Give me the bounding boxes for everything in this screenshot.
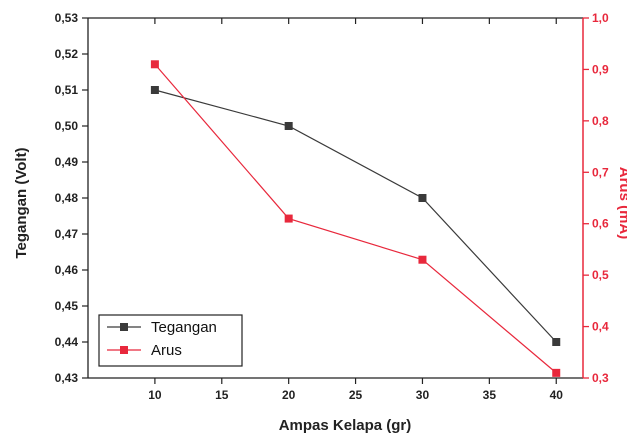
x-tick-label: 35 <box>483 388 497 402</box>
tick-marks <box>82 17 589 384</box>
x-tick-label: 30 <box>416 388 430 402</box>
y-left-tick-label: 0,53 <box>55 11 79 25</box>
legend-label-tegangan: Tegangan <box>151 319 217 336</box>
y-left-tick-label: 0,49 <box>55 155 79 169</box>
x-tick-label: 20 <box>282 388 296 402</box>
y-right-tick-label: 0,4 <box>592 320 609 334</box>
y-left-tick-label: 0,46 <box>55 263 79 277</box>
x-tick-label: 15 <box>215 388 229 402</box>
y-left-tick-label: 0,52 <box>55 47 79 61</box>
y-left-tick-label: 0,45 <box>55 299 79 313</box>
y-right-tick-label: 0,8 <box>592 114 609 128</box>
y-right-tick-label: 0,9 <box>592 62 609 76</box>
legend-marker-tegangan <box>120 323 128 331</box>
y-left-axis-title: Tegangan (Volt) <box>13 147 30 258</box>
data-point-tegangan <box>552 338 561 346</box>
series-layer <box>150 60 561 377</box>
y-right-axis-title: Arus (mA) <box>616 167 627 240</box>
y-left-tick-label: 0,48 <box>55 191 79 205</box>
y-left-tick-label: 0,44 <box>55 335 79 349</box>
y-right-tick-label: 0,7 <box>592 165 609 179</box>
data-point-tegangan <box>284 122 293 130</box>
y-right-tick-label: 0,6 <box>592 217 609 231</box>
tick-labels: 10 15 20 25 30 35 40 0,43 0,44 0,45 0,46 0,47 0,48 0,… <box>55 11 609 402</box>
data-point-tegangan <box>418 194 427 202</box>
y-left-tick-label: 0,47 <box>55 227 79 241</box>
x-tick-label: 25 <box>349 388 363 402</box>
y-left-tick-label: 0,50 <box>55 119 79 133</box>
x-tick-label: 10 <box>148 388 162 402</box>
data-point-tegangan <box>150 86 159 94</box>
data-point-arus <box>284 214 293 223</box>
x-tick-label: 40 <box>550 388 564 402</box>
y-right-tick-label: 1,0 <box>592 11 609 25</box>
legend-label-arus: Arus <box>151 342 182 359</box>
y-left-tick-label: 0,51 <box>55 83 79 97</box>
series-line-tegangan <box>154 89 557 343</box>
legend-marker-arus <box>120 346 128 354</box>
data-point-arus <box>418 255 427 264</box>
data-point-arus <box>150 60 159 69</box>
y-left-tick-label: 0,43 <box>55 371 79 385</box>
series-line-arus <box>154 63 557 374</box>
x-axis-title: Ampas Kelapa (gr) <box>279 417 412 434</box>
y-right-tick-label: 0,3 <box>592 371 609 385</box>
legend: Tegangan Arus <box>98 314 243 367</box>
y-right-tick-label: 0,5 <box>592 268 609 282</box>
data-point-arus <box>552 368 561 377</box>
